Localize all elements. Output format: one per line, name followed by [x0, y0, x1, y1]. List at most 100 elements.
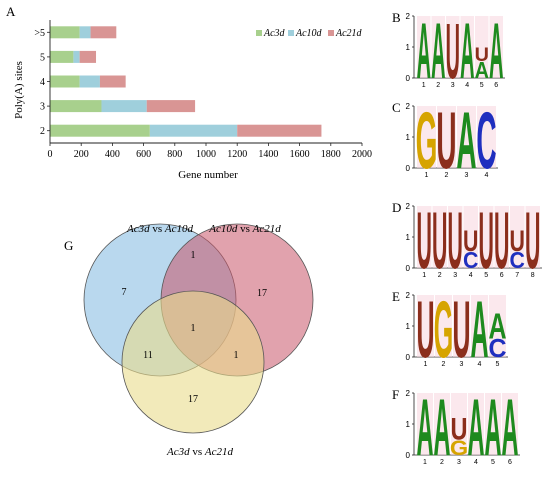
x-tick-label: 400: [105, 149, 120, 160]
x-axis-title: Gene number: [178, 169, 238, 181]
bar-segment: [50, 100, 102, 113]
venn-diagram: G Ac3d vs Ac10d Ac10d vs Ac21d Ac3d vs A…: [64, 223, 314, 458]
logo-position-label: 4: [469, 272, 473, 279]
x-tick-label: 1200: [227, 149, 247, 160]
venn-count-bc: 1: [234, 350, 239, 361]
logo-letter-g: G: [416, 95, 438, 186]
logo-position-label: 2: [445, 172, 449, 179]
logo-letter-a: A: [470, 284, 488, 375]
x-tick-label: 1000: [196, 149, 216, 160]
legend-entry: Ac3d: [263, 28, 286, 39]
panel-label: B: [392, 10, 401, 25]
y-tick-label: 5: [40, 52, 45, 63]
logo-letter-g: G: [450, 436, 468, 460]
x-tick-label: 1800: [321, 149, 341, 160]
bar-segment: [146, 100, 196, 113]
venn-count-a-only: 7: [122, 287, 127, 298]
x-tick-label: 1400: [258, 149, 278, 160]
logo-column-background: [475, 16, 489, 78]
venn-label-b: Ac10d vs Ac21d: [208, 223, 281, 235]
logo-letter-u: U: [446, 8, 460, 96]
bar-segment: [99, 75, 126, 88]
legend-entry: Ac21d: [335, 28, 363, 39]
logo-letter-c: C: [510, 247, 525, 273]
logo-position-label: 5: [491, 459, 495, 466]
logo-column-background: [434, 393, 450, 455]
panel-label: E: [392, 289, 400, 304]
logo-letter-u: U: [416, 284, 434, 375]
logo-column-background: [477, 106, 496, 168]
logo-y-tick-label: 2: [406, 291, 411, 300]
y-tick-label: 4: [40, 77, 45, 88]
logo-position-label: 8: [531, 272, 535, 279]
logo-y-tick-label: 0: [406, 451, 411, 460]
bar-segment: [79, 26, 91, 39]
logo-letter-a: A: [488, 306, 506, 347]
logo-position-label: 2: [436, 82, 440, 89]
bar-segment: [79, 75, 100, 88]
venn-label-c: Ac3d vs Ac21d: [166, 446, 233, 458]
logo-column-background: [437, 106, 456, 168]
logo-column-background: [502, 393, 518, 455]
logo-position-label: 7: [515, 272, 519, 279]
logo-column-background: [525, 206, 540, 268]
logo-y-tick-label: 1: [406, 43, 411, 52]
venn-label-a: Ac3d vs Ac10d: [126, 223, 193, 235]
logo-position-label: 4: [478, 361, 482, 368]
logo-position-label: 3: [465, 172, 469, 179]
legend: Ac3d Ac10d Ac21d: [256, 28, 363, 39]
venn-count-abc: 1: [191, 323, 196, 334]
venn-count-ac: 11: [143, 350, 153, 361]
logo-letter-a: A: [431, 8, 445, 96]
y-tick-label: >5: [34, 28, 45, 39]
logo-position-label: 1: [422, 272, 426, 279]
logo-letter-u: U: [475, 44, 489, 66]
logo-letter-c: C: [476, 95, 496, 186]
logo-y-tick-label: 1: [406, 133, 411, 142]
logo-y-tick-label: 0: [406, 264, 411, 273]
logo-column-background: [489, 16, 503, 78]
logo-position-label: 1: [425, 172, 429, 179]
y-tick-label: 2: [40, 126, 45, 137]
logo-position-label: 1: [422, 82, 426, 89]
venn-count-c-only: 17: [188, 394, 198, 405]
logo-letter-a: A: [489, 8, 503, 96]
x-tick-label: 0: [48, 149, 53, 160]
logo-position-label: 4: [474, 459, 478, 466]
stacked-bar-chart: A Poly(A) sites Gene number 2 3 4 5 >5 0 200 40…: [6, 4, 372, 181]
legend-swatch: [288, 30, 294, 36]
logo-y-tick-label: 2: [406, 389, 411, 398]
logo-letter-a: A: [460, 8, 474, 96]
logo-letter-a: A: [502, 382, 519, 473]
logo-position-label: 3: [451, 82, 455, 89]
logo-position-label: 4: [465, 82, 469, 89]
logo-column-background: [485, 393, 501, 455]
logo-column-background: [448, 206, 463, 268]
logo-letter-u: U: [510, 226, 525, 258]
logo-y-tick-label: 1: [406, 322, 411, 331]
logo-position-label: 6: [494, 82, 498, 89]
logo-column-background: [431, 16, 445, 78]
x-tick-label: 200: [74, 149, 89, 160]
bar-segment: [149, 124, 238, 137]
logo-column-background: [417, 206, 432, 268]
logo-letter-a: A: [468, 382, 485, 473]
logo-position-label: 5: [484, 272, 488, 279]
logo-column-background: [479, 206, 494, 268]
logo-position-label: 6: [508, 459, 512, 466]
logo-letter-u: U: [494, 196, 509, 286]
logo-position-label: 3: [453, 272, 457, 279]
logo-column-background: [435, 295, 452, 357]
venn-set-c: [121, 290, 265, 434]
x-tick-label: 600: [136, 149, 151, 160]
logo-letter-a: A: [417, 382, 434, 473]
logo-y-tick-label: 2: [406, 202, 411, 211]
bar-segment: [237, 124, 322, 137]
panel-label: C: [392, 100, 401, 115]
logo-letter-u: U: [479, 196, 494, 286]
